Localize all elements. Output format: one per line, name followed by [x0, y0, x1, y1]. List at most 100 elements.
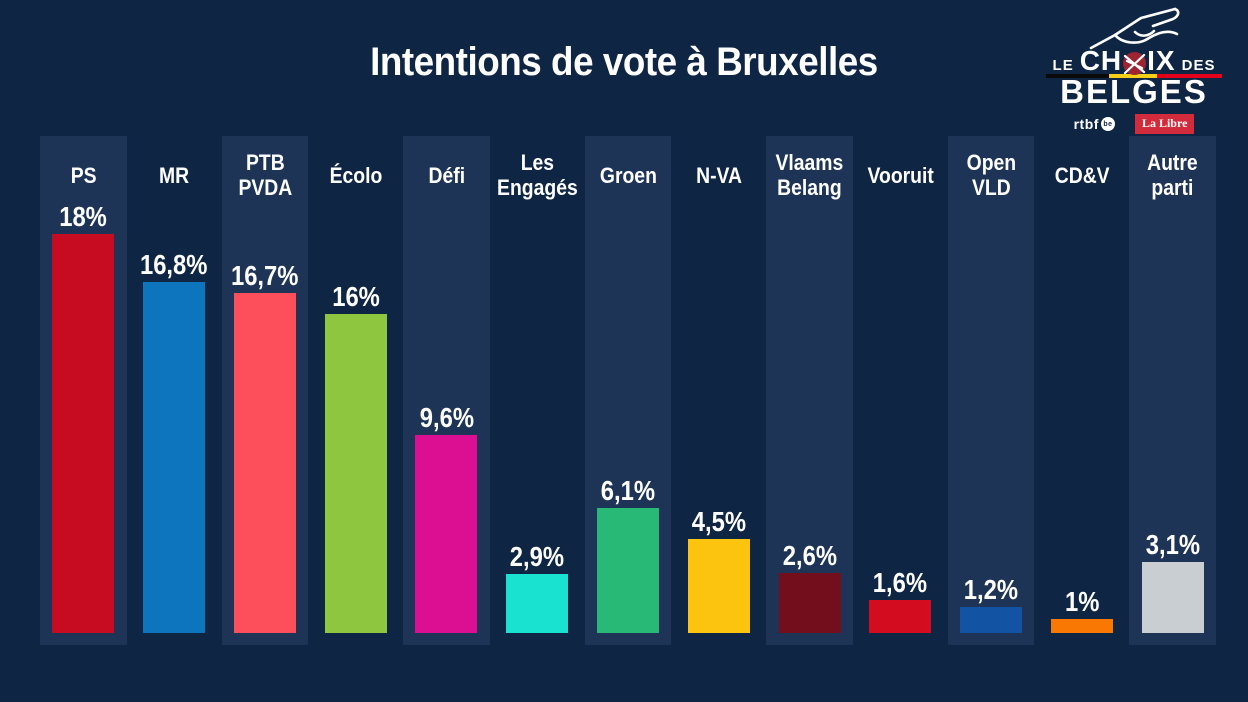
party-label-text-ps: PS [70, 162, 97, 188]
logo-line-le-choix-des: LE CH IX DES [1046, 45, 1222, 76]
vote-mark-icon [1123, 51, 1147, 75]
value-label-cdv: 1% [1032, 587, 1131, 617]
bar-les-engages [506, 574, 569, 633]
party-label-ps: PS [37, 136, 130, 214]
chart-column-cdv: CD&V 1% [1038, 136, 1125, 645]
bar-ps [52, 234, 115, 633]
le-choix-des-belges-logo: LE CH IX DES BELGES rtbf [1046, 4, 1222, 134]
party-label-defi: Défi [400, 136, 493, 214]
bar-autre-parti [1141, 562, 1204, 633]
party-label-text-ecolo: Écolo [329, 162, 383, 188]
value-label-text-open-vld: 1,2% [963, 574, 1019, 605]
chart-column-n-va: N-VA 4,5% [675, 136, 762, 645]
value-label-les-engages: 2,9% [488, 542, 587, 572]
party-label-ecolo: Écolo [309, 136, 402, 214]
party-label-groen: Groen [582, 136, 675, 214]
page-title: Intentions de vote à Bruxelles [0, 40, 1248, 85]
rtbf-logo-text: rtbf [1073, 116, 1099, 132]
party-label-text-ptb-pvda: PTB PVDA [238, 150, 292, 200]
value-label-vlaams-belang: 2,6% [760, 541, 859, 571]
party-label-text-les-engages: Les Engagés [496, 150, 578, 200]
value-label-text-vooruit: 1,6% [873, 567, 928, 598]
chart-column-ps: PS 18% [40, 136, 127, 645]
chart-column-vooruit: Vooruit 1,6% [857, 136, 944, 645]
party-label-les-engages: Les Engagés [491, 136, 584, 214]
chart-column-groen: Groen 6,1% [582, 136, 675, 645]
logo-partner-badges: rtbf be La Libre [1046, 114, 1222, 134]
rtbf-circle-icon: be [1100, 117, 1115, 131]
value-label-n-va: 4,5% [669, 507, 768, 537]
tricolor-red-segment [1156, 74, 1222, 78]
value-label-autre-parti: 3,1% [1123, 530, 1222, 560]
value-label-ecolo: 16% [306, 282, 405, 312]
tricolor-black-segment [1046, 74, 1110, 78]
bar-vooruit [869, 600, 932, 633]
value-label-text-autre-parti: 3,1% [1145, 529, 1200, 560]
bar-n-va [687, 539, 750, 633]
lalibre-logo: La Libre [1134, 114, 1195, 134]
chart-column-les-engages: Les Engagés 2,9% [494, 136, 581, 645]
party-label-vlaams-belang: Vlaams Belang [763, 136, 856, 214]
logo-le-text: LE [1052, 57, 1074, 74]
party-label-text-mr: MR [159, 162, 190, 188]
party-label-text-vlaams-belang: Vlaams Belang [775, 150, 844, 200]
party-label-text-open-vld: Open VLD [966, 150, 1016, 200]
bar-open-vld [960, 607, 1023, 633]
party-label-mr: MR [128, 136, 221, 214]
party-label-autre-parti: Autre parti [1126, 136, 1219, 214]
value-label-ps: 18% [34, 202, 133, 232]
value-label-text-ptb-pvda: 16,7% [231, 260, 299, 291]
value-label-text-groen: 6,1% [600, 475, 656, 506]
belgian-tricolor-line [1046, 74, 1222, 78]
party-label-text-groen: Groen [599, 162, 657, 188]
chart-column-defi: Défi 9,6% [403, 136, 490, 645]
value-label-defi: 9,6% [397, 403, 496, 433]
logo-choix-ix: IX [1147, 45, 1176, 76]
logo-choix-ch: CH [1079, 45, 1123, 76]
party-label-ptb-pvda: PTB PVDA [219, 136, 312, 214]
party-label-text-autre-parti: Autre parti [1147, 150, 1198, 200]
chart-column-ecolo: Écolo 16% [312, 136, 399, 645]
party-label-n-va: N-VA [672, 136, 765, 214]
chart-column-mr: MR 16,8% [131, 136, 218, 645]
party-label-text-defi: Défi [428, 162, 465, 188]
rtbf-logo: rtbf be [1074, 116, 1115, 132]
value-label-text-ecolo: 16% [331, 281, 380, 312]
value-label-text-defi: 9,6% [419, 402, 474, 433]
value-label-mr: 16,8% [125, 250, 224, 280]
logo-des-text: DES [1181, 57, 1216, 74]
party-label-vooruit: Vooruit [854, 136, 947, 214]
party-label-open-vld: Open VLD [945, 136, 1038, 214]
bar-groen [596, 508, 659, 633]
value-label-text-les-engages: 2,9% [510, 541, 565, 572]
chart-column-ptb-pvda: PTB PVDA 16,7% [219, 136, 312, 645]
value-label-text-ps: 18% [59, 201, 108, 232]
page-title-text: Intentions de vote à Bruxelles [370, 40, 878, 84]
bar-chart: PS 18% MR 16,8% PTB PVDA 16,7% Écolo 16% Défi 9,6… [40, 136, 1216, 645]
chart-column-open-vld: Open VLD 1,2% [945, 136, 1038, 645]
bar-ecolo [324, 314, 387, 633]
value-label-vooruit: 1,6% [851, 568, 950, 598]
value-label-text-cdv: 1% [1064, 586, 1099, 617]
party-label-text-cdv: CD&V [1054, 162, 1110, 188]
value-label-groen: 6,1% [579, 476, 678, 506]
bar-vlaams-belang [778, 573, 841, 633]
bar-cdv [1050, 619, 1113, 633]
bar-mr [143, 282, 206, 633]
bar-defi [415, 435, 478, 633]
logo-belges-text: BELGES [1060, 73, 1208, 110]
logo-choix-text: CH IX [1079, 45, 1176, 76]
chart-column-autre-parti: Autre parti 3,1% [1129, 136, 1216, 645]
value-label-text-mr: 16,8% [140, 249, 208, 280]
tricolor-yellow-segment [1109, 74, 1157, 78]
party-label-text-vooruit: Vooruit [867, 162, 934, 188]
value-label-text-vlaams-belang: 2,6% [782, 540, 837, 571]
bar-ptb-pvda [233, 293, 296, 633]
value-label-text-n-va: 4,5% [691, 506, 746, 537]
party-label-text-n-va: N-VA [695, 162, 742, 188]
value-label-open-vld: 1,2% [942, 575, 1041, 605]
party-label-cdv: CD&V [1035, 136, 1128, 214]
chart-column-vlaams-belang: Vlaams Belang 2,6% [766, 136, 853, 645]
value-label-ptb-pvda: 16,7% [216, 261, 315, 291]
